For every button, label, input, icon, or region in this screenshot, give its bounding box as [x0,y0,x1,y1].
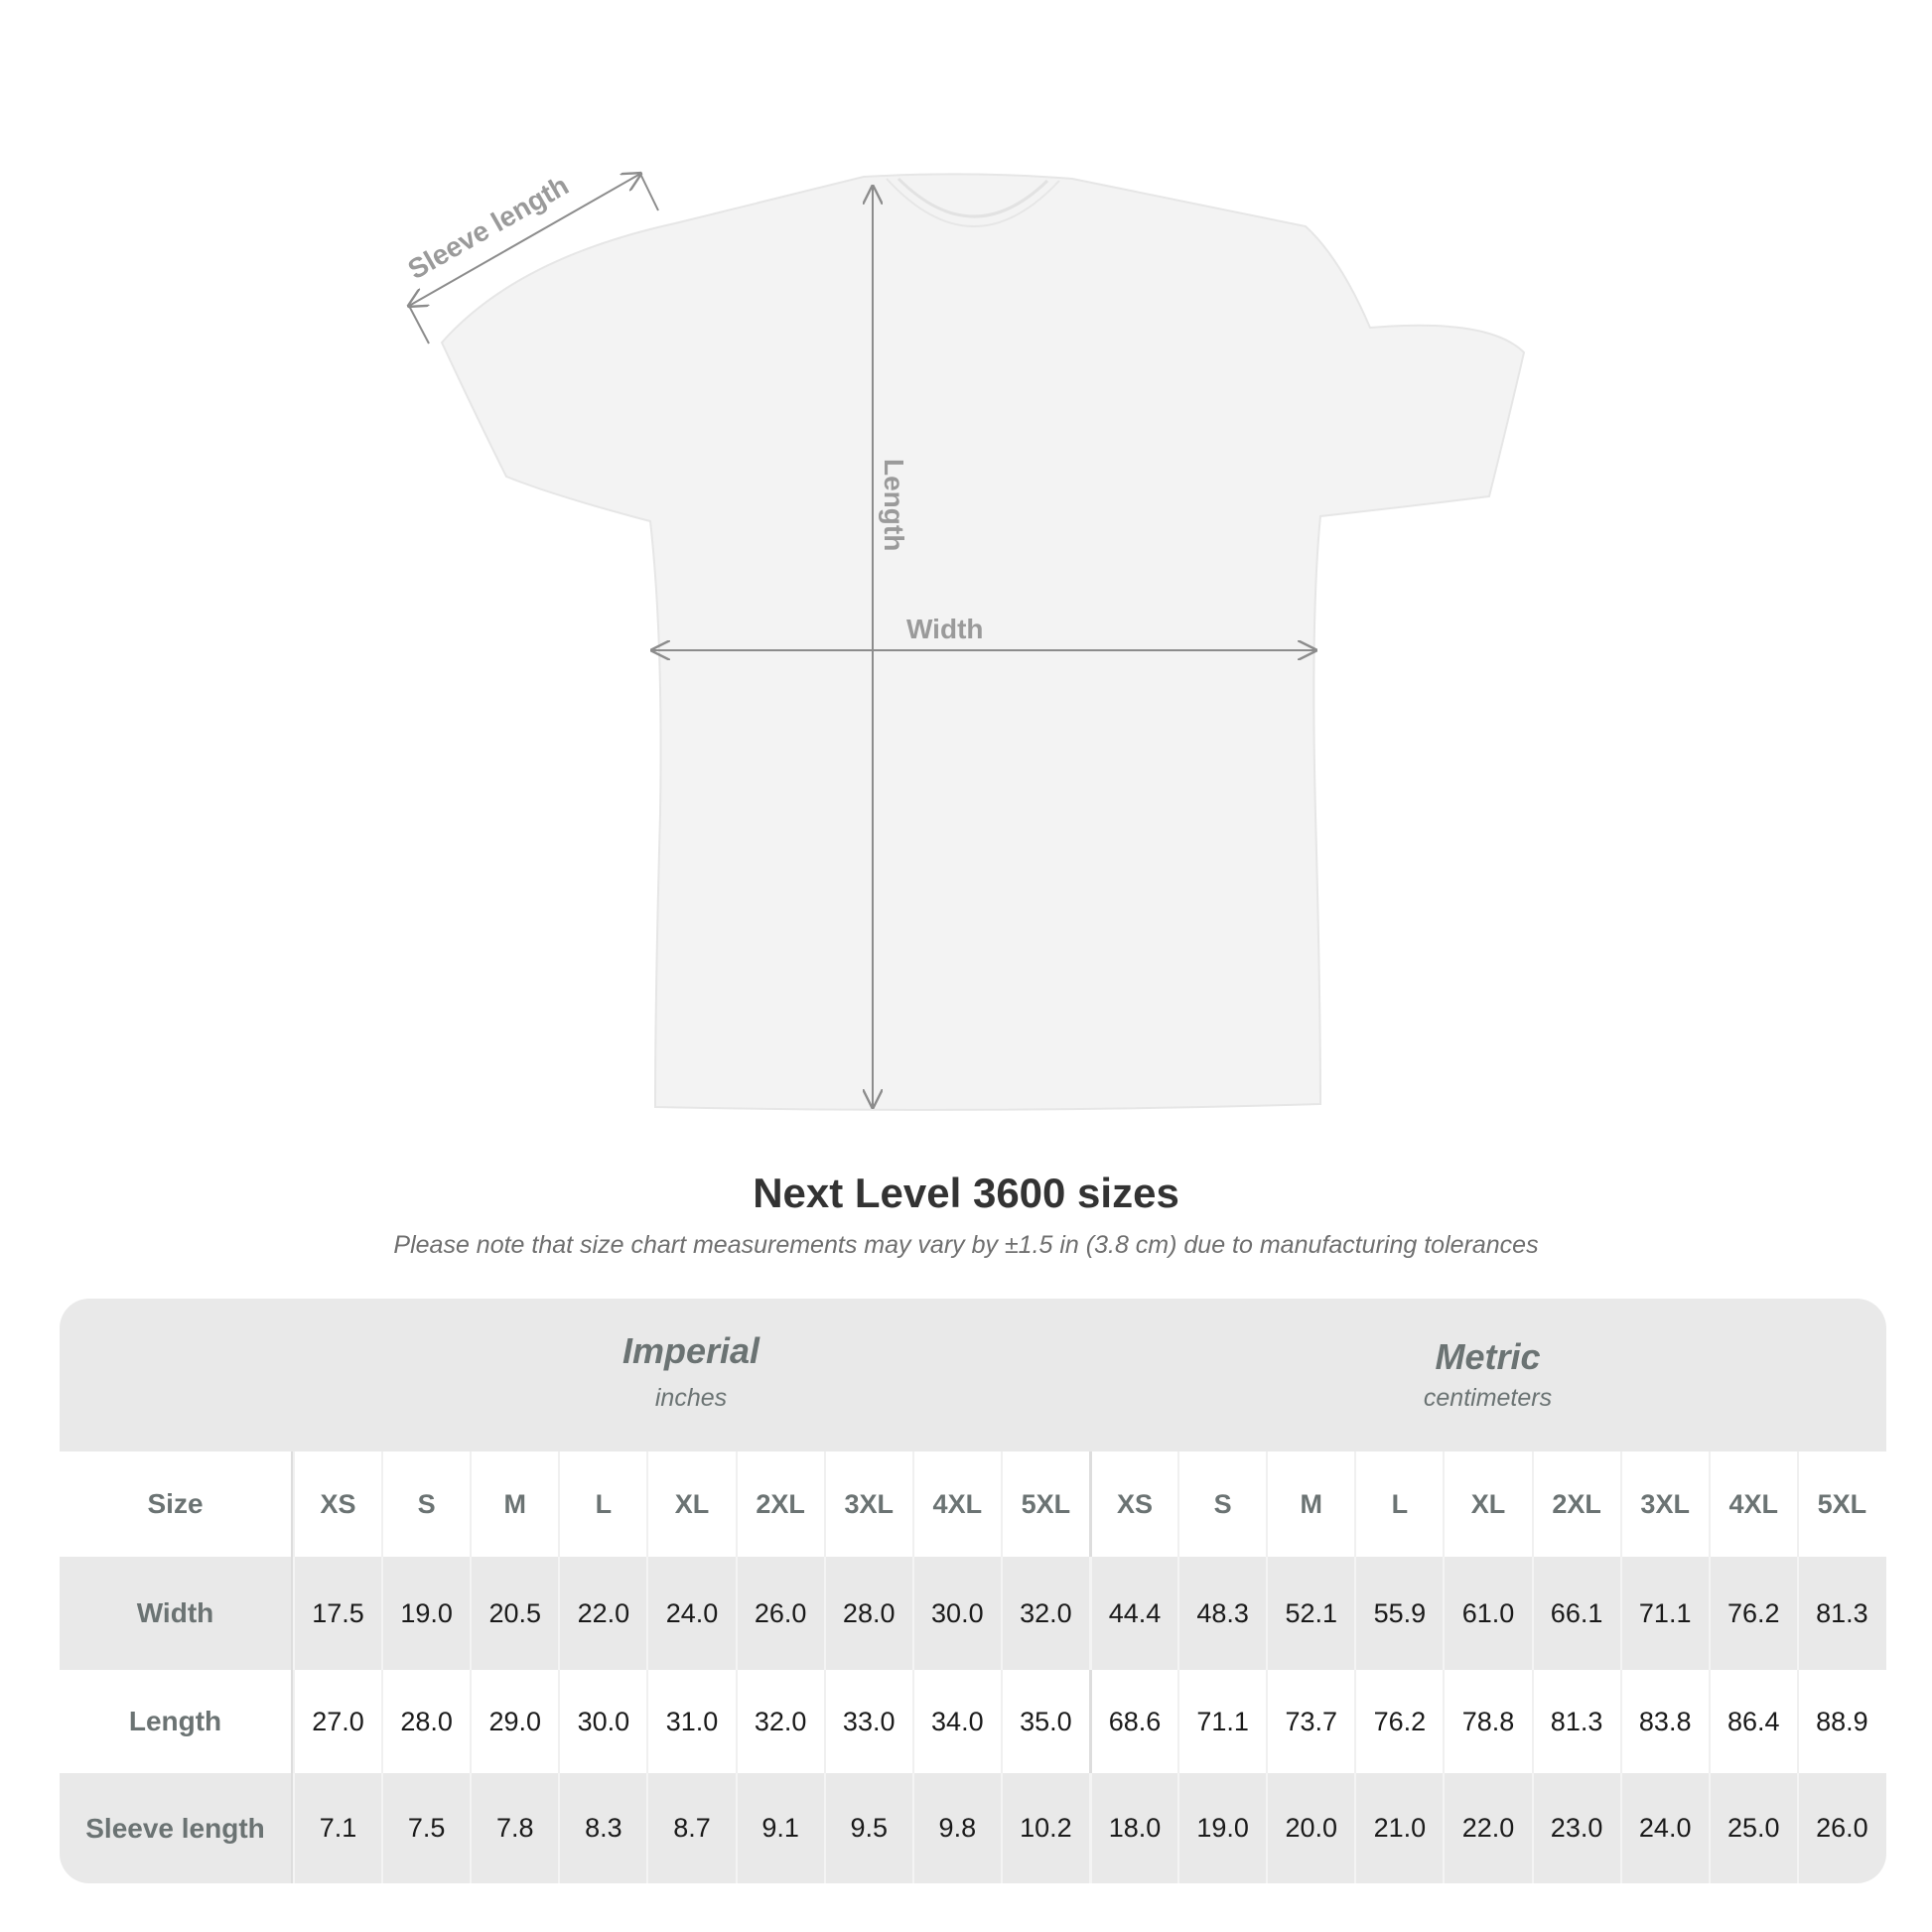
table-cell: 52.1 [1266,1557,1354,1670]
table-cell: 27.0 [293,1670,381,1773]
table-cell: 9.8 [911,1773,1001,1883]
imperial-heading: Imperial [621,1330,760,1371]
table-cell: 86.4 [1708,1670,1797,1773]
table-cell: 88.9 [1796,1670,1885,1773]
table-cell: 76.2 [1354,1670,1443,1773]
table-cell: 48.3 [1177,1557,1266,1670]
table-cell: 68.6 [1088,1670,1177,1773]
size-header-cell: 5XL [1000,1451,1089,1557]
table-cell: 7.8 [470,1773,558,1883]
size-header-cell: 4XL [911,1451,1001,1557]
size-header-cell: L [558,1451,646,1557]
table-cell: 23.0 [1531,1773,1620,1883]
table-cell: 24.0 [646,1557,735,1670]
table-cell: 25.0 [1708,1773,1797,1883]
table-cell: 7.5 [381,1773,470,1883]
size-header-cell: 3XL [823,1451,912,1557]
table-cell: 55.9 [1354,1557,1443,1670]
size-header-row: Size XS S M L XL 2XL 3XL 4XL 5XL XS S M L XL 2XL 3XL 4XL 5… [60,1451,1886,1557]
unit-header [60,1299,1886,1451]
table-cell: 83.8 [1619,1670,1709,1773]
size-header-cell: 3XL [1619,1451,1709,1557]
table-cell: 30.0 [558,1670,646,1773]
table-row: Length 27.0 28.0 29.0 30.0 31.0 32.0 33.0 34.0 35… [60,1670,1886,1773]
table-cell: 30.0 [911,1557,1001,1670]
size-table: Imperial inches Metric centimeters Size X… [60,1299,1886,1883]
metric-heading: Metric [1435,1336,1541,1377]
size-header-cell: M [470,1451,558,1557]
table-cell: 32.0 [1000,1557,1089,1670]
table-row: Sleeve length 7.1 7.5 7.8 8.3 8.7 9.1 9.5 9.8 10.… [60,1773,1886,1883]
table-cell: 78.8 [1443,1670,1531,1773]
table-cell: 26.0 [1796,1773,1885,1883]
table-cell: 19.0 [1177,1773,1266,1883]
row-label: Size [60,1451,293,1557]
length-label: Length [879,459,909,551]
table-row: Width 17.5 19.0 20.5 22.0 24.0 26.0 28.0 30.0 32.… [60,1557,1886,1670]
table-cell: 9.1 [735,1773,824,1883]
table-cell: 73.7 [1266,1670,1354,1773]
table-cell: 34.0 [911,1670,1001,1773]
size-header-cell: 5XL [1796,1451,1885,1557]
table-cell: 81.3 [1796,1557,1885,1670]
table-cell: 61.0 [1443,1557,1531,1670]
table-cell: 8.3 [558,1773,646,1883]
table-cell: 71.1 [1619,1557,1709,1670]
table-cell: 33.0 [823,1670,912,1773]
table-cell: 76.2 [1708,1557,1797,1670]
table-cell: 31.0 [646,1670,735,1773]
table-cell: 28.0 [823,1557,912,1670]
size-header-cell: S [381,1451,470,1557]
size-header-cell: XL [646,1451,735,1557]
table-cell: 21.0 [1354,1773,1443,1883]
page-title: Next Level 3600 sizes [753,1170,1179,1216]
table-cell: 26.0 [735,1557,824,1670]
tshirt-diagram: Sleeve length Length Width [403,170,1526,1111]
size-header-cell: XS [293,1451,381,1557]
metric-unit: centimeters [1423,1384,1553,1412]
table-cell: 9.5 [823,1773,912,1883]
table-cell: 22.0 [1443,1773,1531,1883]
metric-header: Metric centimeters [1089,1336,1886,1413]
size-header-cell: XL [1443,1451,1531,1557]
imperial-unit: inches [654,1384,728,1412]
size-header-cell: S [1177,1451,1266,1557]
table-cell: 81.3 [1531,1670,1620,1773]
table-cell: 29.0 [470,1670,558,1773]
table-cell: 22.0 [558,1557,646,1670]
table-cell: 44.4 [1088,1557,1177,1670]
table-cell: 24.0 [1619,1773,1709,1883]
row-label: Sleeve length [60,1773,293,1883]
table-cell: 17.5 [293,1557,381,1670]
size-header-cell: 2XL [1531,1451,1620,1557]
size-header-cell: M [1266,1451,1354,1557]
table-cell: 35.0 [1000,1670,1089,1773]
table-cell: 20.5 [470,1557,558,1670]
size-header-cell: L [1354,1451,1443,1557]
size-header-cell: 2XL [735,1451,824,1557]
row-label: Width [60,1557,293,1670]
table-cell: 8.7 [646,1773,735,1883]
table-cell: 71.1 [1177,1670,1266,1773]
row-label: Length [60,1670,293,1773]
size-header-cell: 4XL [1708,1451,1797,1557]
table-cell: 66.1 [1531,1557,1620,1670]
table-cell: 20.0 [1266,1773,1354,1883]
tolerance-note: Please note that size chart measurements… [393,1231,1539,1259]
sleeve-arrow [409,174,640,306]
table-cell: 18.0 [1088,1773,1177,1883]
table-cell: 28.0 [381,1670,470,1773]
imperial-header: Imperial inches [293,1330,1089,1413]
width-label: Width [906,614,984,644]
table-cell: 19.0 [381,1557,470,1670]
table-cell: 10.2 [1000,1773,1089,1883]
table-cell: 32.0 [735,1670,824,1773]
table-cell: 7.1 [293,1773,381,1883]
size-header-cell: XS [1088,1451,1177,1557]
